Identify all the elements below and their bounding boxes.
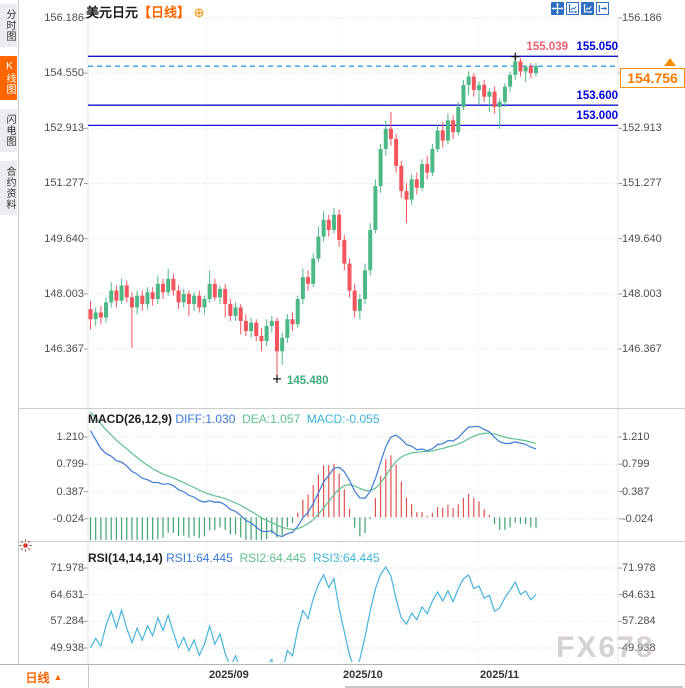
rsi-axis-label: 49.938 xyxy=(50,642,84,654)
date-axis-label: 2025/09 xyxy=(209,669,249,681)
macd-axis-label: 0.799 xyxy=(56,458,84,471)
rsi-axis-label: 57.284 xyxy=(622,615,656,628)
rsi-axis-label: 57.284 xyxy=(50,615,84,628)
rsi-axis-label: 71.978 xyxy=(622,562,656,574)
sidebar-tab-timeline[interactable]: 分时图 xyxy=(0,4,17,47)
rsi3-value: RSI3:64.445 xyxy=(312,551,380,565)
price-axis-label: 152.913 xyxy=(622,122,662,135)
high-price-label: 155.039 xyxy=(526,40,568,53)
macd-header: MACD(26,12,9) DIFF:1.030 DEA:1.057 MACD:… xyxy=(88,412,380,426)
add-indicator-icon[interactable]: ⊕ xyxy=(193,5,205,20)
indicator-settings-icon[interactable] xyxy=(19,539,32,552)
price-axis-label: 148.003 xyxy=(44,287,84,300)
rsi-header: RSI(14,14,14) RSI1:64.445 RSI2:64.445 RS… xyxy=(88,551,380,565)
current-price-tag: 154.756 xyxy=(620,68,685,88)
rsi-axis-label: 64.631 xyxy=(622,588,656,601)
rsi-title: RSI(14,14,14) xyxy=(88,551,163,565)
fit-chart-icon[interactable] xyxy=(581,2,594,15)
exit-icon[interactable] xyxy=(596,2,609,15)
price-axis-label: 149.640 xyxy=(44,232,84,245)
period-tag: 【日线】 xyxy=(138,5,191,20)
pan-icon[interactable] xyxy=(551,2,564,15)
price-axis-label: 152.913 xyxy=(44,122,84,135)
price-axis-label: 149.640 xyxy=(622,232,662,245)
price-axis-label: 146.367 xyxy=(44,343,84,355)
price-axis-label: 151.277 xyxy=(622,177,662,190)
macd-axis-label: 1.210 xyxy=(56,431,84,443)
fit-axis-icon[interactable] xyxy=(566,2,579,15)
price-line-label: 153.000 xyxy=(576,110,618,123)
rsi-axis-label: 71.978 xyxy=(50,562,84,574)
price-up-arrow-icon xyxy=(664,58,676,66)
price-axis-label: 148.003 xyxy=(622,287,662,300)
price-line-label: 155.050 xyxy=(576,41,618,54)
chevron-up-icon: ▲ xyxy=(53,672,63,682)
sidebar: 分时图 K线图 闪电图 合约资料 xyxy=(0,0,19,664)
rsi1-value: RSI1:64.445 xyxy=(166,551,233,565)
macd-axis-label: 0.387 xyxy=(622,485,650,498)
sidebar-tab-contract-info[interactable]: 合约资料 xyxy=(0,161,17,215)
sidebar-tab-lightning[interactable]: 闪电图 xyxy=(0,109,17,152)
macd-axis-label: 0.387 xyxy=(56,485,84,498)
symbol-name: 美元日元 xyxy=(86,5,139,20)
scrollbar[interactable] xyxy=(345,686,683,688)
sidebar-tab-kline[interactable]: K线图 xyxy=(0,56,17,100)
rsi-axis-label: 64.631 xyxy=(50,588,84,601)
date-axis-label: 2025/11 xyxy=(480,669,520,681)
macd-diff-value: DIFF:1.030 xyxy=(175,412,236,426)
period-selector[interactable]: 日线 ▲ xyxy=(0,665,89,688)
chart-toolbar xyxy=(551,2,609,15)
price-line-label: 153.600 xyxy=(576,90,618,103)
rsi2-value: RSI2:64.445 xyxy=(239,551,307,565)
chart-title: 美元日元【日线】 ⊕ xyxy=(86,2,205,21)
macd-axis-label: -0.024 xyxy=(52,512,84,525)
price-axis-label: 156.186 xyxy=(44,12,84,24)
macd-title: MACD(26,12,9) xyxy=(88,412,173,426)
price-axis-label: 151.277 xyxy=(44,177,84,190)
time-axis-bar: 日线 ▲ 2025/09 2025/10 2025/11 xyxy=(0,664,685,688)
macd-axis-label: -0.024 xyxy=(622,512,654,525)
macd-dea-value: DEA:1.057 xyxy=(242,412,301,426)
price-axis-label: 146.367 xyxy=(622,343,662,355)
price-axis-label: 154.550 xyxy=(44,67,84,80)
low-price-label: 145.480 xyxy=(286,374,329,387)
macd-axis-label: 1.210 xyxy=(622,431,650,443)
date-axis-label: 2025/10 xyxy=(343,669,383,681)
price-axis-label: 156.186 xyxy=(622,12,662,24)
rsi-axis-label: 49.938 xyxy=(622,642,656,654)
period-selector-label: 日线 xyxy=(25,670,50,685)
current-price-value: 154.756 xyxy=(627,70,678,86)
macd-axis-label: 0.799 xyxy=(622,458,650,471)
macd-hist-value: MACD:-0.055 xyxy=(306,412,380,426)
